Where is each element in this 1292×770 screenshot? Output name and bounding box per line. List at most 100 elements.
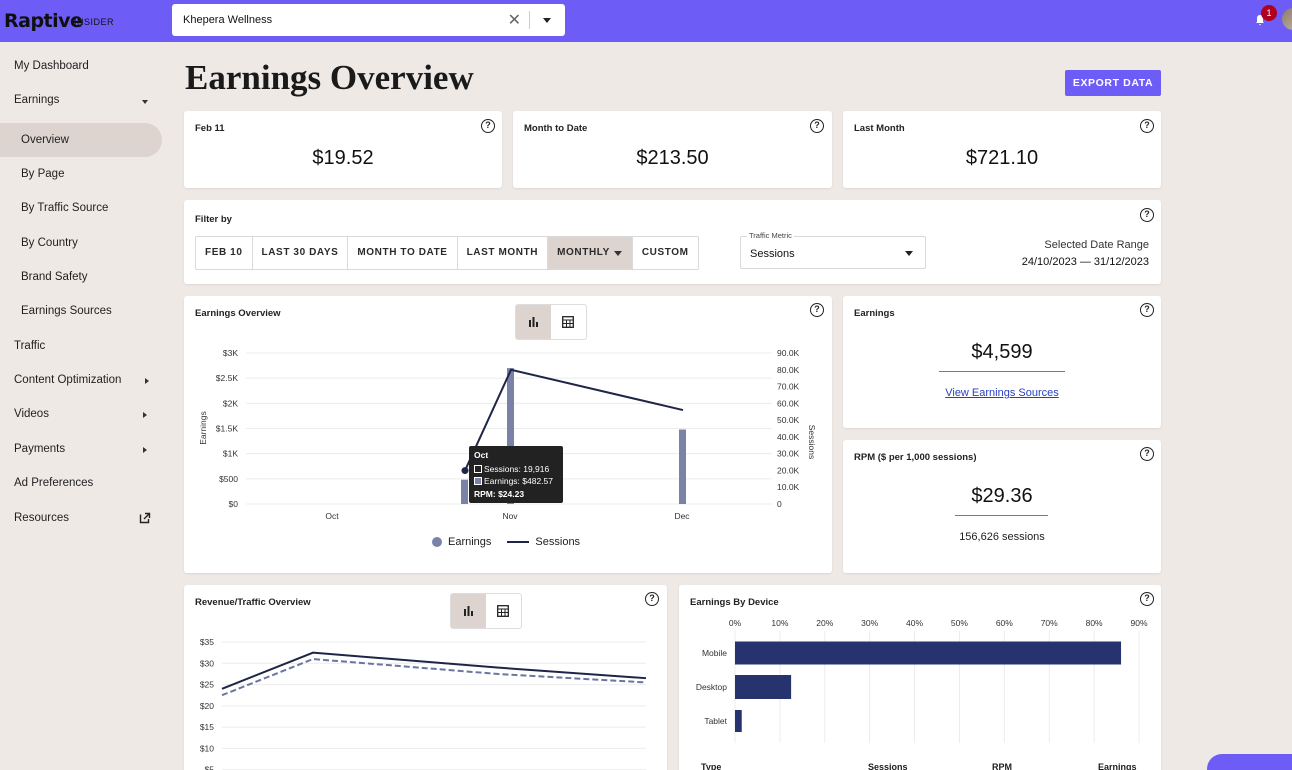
help-icon[interactable]: ?: [481, 119, 495, 133]
traffic-metric-value: Sessions: [750, 248, 795, 260]
support-button[interactable]: [1207, 754, 1292, 770]
y-tick-label: $1.5K: [216, 424, 239, 434]
close-icon[interactable]: ✕: [507, 12, 521, 29]
x-tick-label: 0%: [729, 618, 742, 628]
table-header-sessions[interactable]: Sessions: [868, 762, 908, 770]
earnings-overview-card: Earnings Overview ? $0 $500 $1K $1.5K $2K $2.…: [184, 296, 832, 573]
filter-button-last-30-days[interactable]: LAST 30 DAYS: [253, 237, 349, 269]
sidebar-item-earnings-sources[interactable]: Earnings Sources: [21, 305, 112, 317]
table-header-type[interactable]: Type: [701, 762, 722, 770]
sidebar-item-resources[interactable]: Resources: [14, 512, 69, 524]
y-tick-label: $1K: [223, 449, 238, 459]
export-data-button[interactable]: EXPORT DATA: [1065, 70, 1161, 96]
y-category-label: Desktop: [696, 682, 727, 692]
summary-card-month-to-date: Month to Date ? $213.50: [513, 111, 832, 188]
bar-chart-icon: [464, 606, 473, 616]
chevron-right-icon: [143, 412, 147, 418]
revenue-line-solid: [221, 651, 647, 690]
sidebar-item-traffic[interactable]: Traffic: [14, 340, 46, 352]
sidebar-item-earnings[interactable]: Earnings: [14, 94, 60, 106]
summary-value: $19.52: [312, 147, 374, 169]
filter-button-feb-10[interactable]: FEB 10: [196, 237, 253, 269]
chart-tooltip: Oct Sessions: 19,916 Earnings: $482.57 R…: [469, 446, 563, 503]
summary-value: $213.50: [636, 147, 709, 169]
external-link-icon[interactable]: [139, 512, 151, 524]
y-right-tick-label: 0: [777, 499, 782, 509]
filter-button-monthly[interactable]: MONTHLY: [548, 237, 633, 269]
x-tick-label: 70%: [1041, 618, 1058, 628]
sidebar-item-content-optimization[interactable]: Content Optimization: [14, 374, 122, 386]
earnings-by-device-card: Earnings By Device ? 0% 10% 20% 30% 40% 50% 60…: [679, 585, 1161, 770]
chevron-down-icon: [905, 251, 913, 256]
chart-title: Revenue/Traffic Overview: [195, 597, 311, 608]
help-icon[interactable]: ?: [1140, 592, 1154, 606]
x-tick-label: Nov: [502, 511, 518, 521]
sidebar-item-by-country[interactable]: By Country: [21, 237, 78, 249]
filter-button-custom[interactable]: CUSTOM: [641, 247, 689, 258]
rpm-value: $29.36: [971, 485, 1033, 507]
date-range-label: Selected Date Range: [1044, 239, 1149, 251]
table-header-rpm[interactable]: RPM: [992, 762, 1012, 770]
sidebar-item-ad-preferences[interactable]: Ad Preferences: [14, 477, 94, 489]
earnings-bar: [461, 479, 468, 504]
table-icon: [497, 605, 509, 617]
site-select[interactable]: Khepera Wellness ✕: [172, 4, 565, 36]
view-toggle: [450, 593, 522, 629]
sidebar-item-payments[interactable]: Payments: [14, 443, 66, 455]
date-filter-group: FEB 10 LAST 30 DAYS MONTH TO DATE LAST M…: [195, 236, 699, 270]
help-icon[interactable]: ?: [1140, 208, 1154, 222]
y-right-tick-label: 10.0K: [777, 482, 800, 492]
traffic-metric-select[interactable]: Traffic Metric Sessions: [740, 231, 926, 269]
view-earnings-sources-link[interactable]: View Earnings Sources: [945, 387, 1059, 399]
help-icon[interactable]: ?: [810, 303, 824, 317]
sidebar-item-videos[interactable]: Videos: [14, 408, 49, 420]
table-view-button[interactable]: [551, 305, 586, 339]
earnings-total-card: Earnings ? $4,599 View Earnings Sources: [843, 296, 1161, 428]
device-bar: [735, 641, 1122, 665]
sidebar-item-by-traffic-source[interactable]: By Traffic Source: [21, 202, 109, 214]
rpm-sessions: 156,626 sessions: [959, 531, 1045, 543]
divider: [529, 11, 530, 29]
bar-chart-view-button[interactable]: [516, 305, 551, 339]
table-view-button[interactable]: [486, 594, 521, 628]
y-category-label: Tablet: [704, 716, 727, 726]
sidebar-item-overview[interactable]: Overview: [0, 123, 162, 157]
chevron-down-icon[interactable]: [543, 18, 551, 23]
help-icon[interactable]: ?: [810, 119, 824, 133]
earnings-bar: [507, 368, 514, 504]
y-right-tick-label: 80.0K: [777, 365, 800, 375]
table-header-earnings[interactable]: Earnings: [1098, 762, 1137, 770]
filter-button-last-month[interactable]: LAST MONTH: [458, 237, 549, 269]
filter-button-monthly-label: MONTHLY: [557, 247, 610, 258]
filter-label: Filter by: [195, 214, 232, 225]
summary-value: $721.10: [965, 147, 1039, 169]
divider: [939, 371, 1065, 372]
card-label: Feb 11: [195, 123, 225, 134]
sidebar-item-by-page[interactable]: By Page: [21, 168, 65, 180]
revenue-line-dashed: [221, 658, 647, 697]
logo-subtitle: INSIDER: [74, 17, 115, 27]
y-right-tick-label: 90.0K: [777, 348, 800, 358]
logo[interactable]: Raptive: [4, 10, 83, 32]
sidebar-item-brand-safety[interactable]: Brand Safety: [21, 271, 88, 283]
avatar[interactable]: [1282, 8, 1292, 30]
bar-chart-view-button[interactable]: [451, 594, 486, 628]
x-tick-label: 90%: [1130, 618, 1147, 628]
earnings-bar: [679, 429, 686, 504]
chevron-right-icon: [143, 447, 147, 453]
tooltip-rpm: RPM: $24.23: [474, 489, 525, 499]
y-tick-label: $10: [200, 743, 214, 753]
filter-button-month-to-date[interactable]: MONTH TO DATE: [348, 237, 458, 269]
y-right-tick-label: 20.0K: [777, 465, 800, 475]
card-label: RPM ($ per 1,000 sessions): [854, 452, 977, 463]
help-icon[interactable]: ?: [1140, 119, 1154, 133]
legend-earnings-label: Earnings: [448, 536, 492, 548]
view-toggle: [515, 304, 587, 340]
top-bar: Raptive INSIDER Khepera Wellness ✕ 1: [0, 0, 1292, 42]
help-icon[interactable]: ?: [645, 592, 659, 606]
help-icon[interactable]: ?: [1140, 303, 1154, 317]
x-tick-label: 60%: [996, 618, 1013, 628]
revenue-traffic-chart: $5 $10 $15 $20 $25 $30 $35: [200, 637, 647, 770]
help-icon[interactable]: ?: [1140, 447, 1154, 461]
sidebar-item-my-dashboard[interactable]: My Dashboard: [14, 60, 89, 72]
